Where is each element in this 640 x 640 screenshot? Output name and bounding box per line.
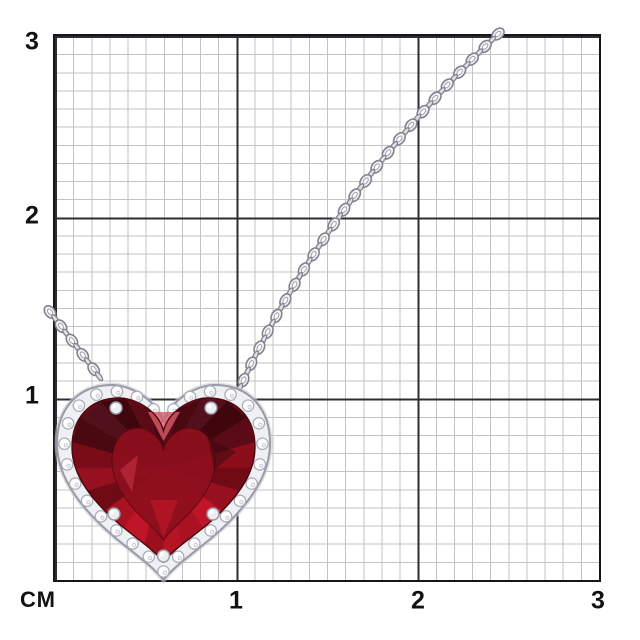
unit-label-cm: СМ — [20, 587, 56, 612]
y-axis-tick-3: 3 — [25, 27, 39, 56]
y-axis-tick-2: 2 — [25, 201, 39, 230]
x-axis-tick-3: 3 — [591, 586, 605, 615]
chain-left-strand — [43, 304, 104, 382]
x-axis-tick-2: 2 — [411, 586, 425, 615]
x-axis-tick-1: 1 — [229, 586, 243, 615]
y-axis-tick-1: 1 — [25, 381, 39, 410]
chain-right-strand — [236, 27, 505, 394]
pendant-prongs — [107, 401, 220, 563]
heart-gemstone — [71, 397, 256, 564]
